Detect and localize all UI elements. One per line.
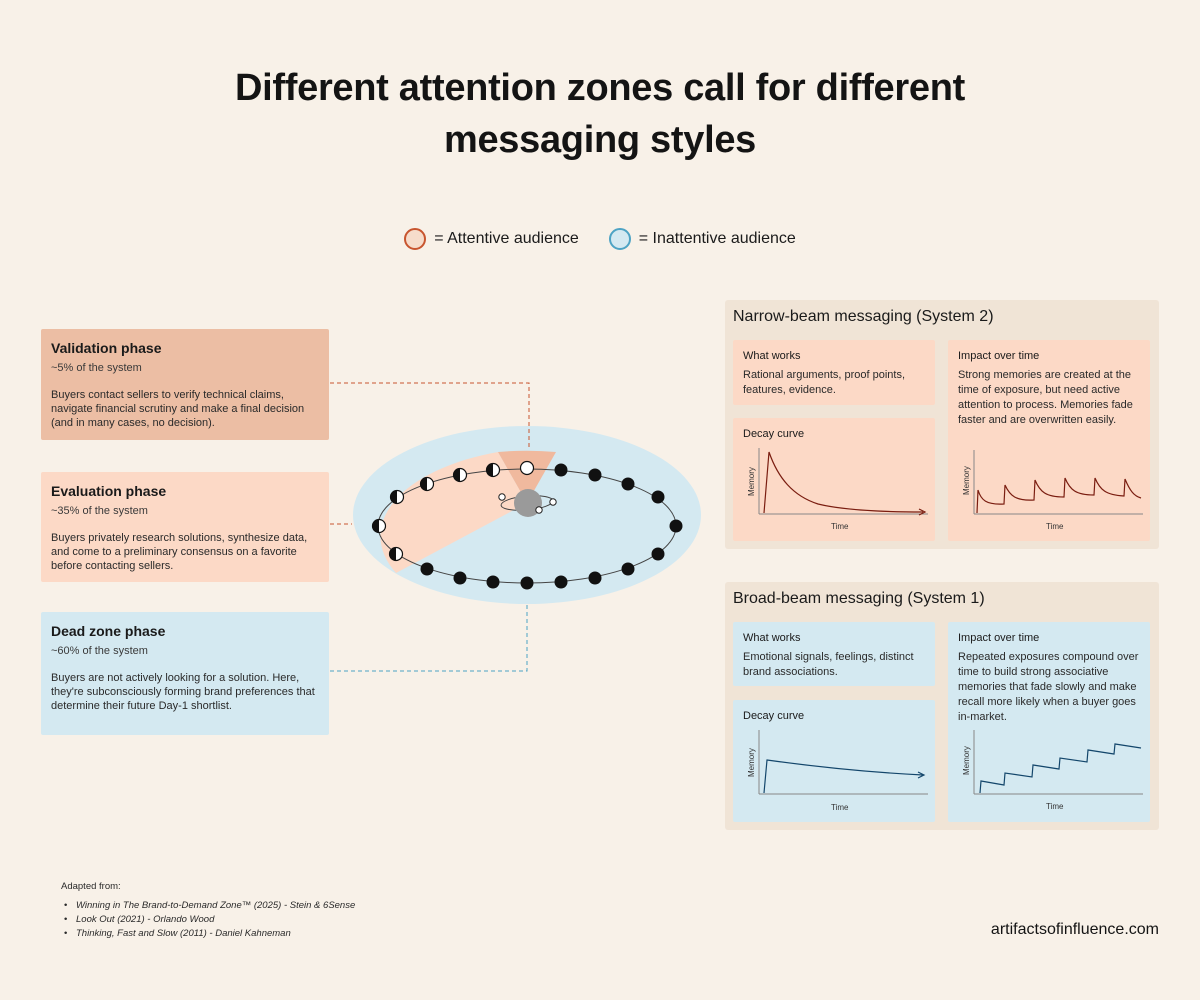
buyer-dead-zone-icon: [588, 468, 602, 482]
what-works-card: What works Rational arguments, proof poi…: [733, 340, 935, 405]
card-text: Strong memories are created at the time …: [958, 369, 1133, 426]
buyer-dead-zone-icon: [554, 575, 568, 589]
sources-footer: Adapted from: Winning in The Brand-to-De…: [61, 880, 355, 941]
card-title: What works: [743, 632, 801, 644]
page-title: Different attention zones call for diffe…: [0, 62, 1200, 166]
decay-curve-chart: [758, 448, 928, 516]
phase-title: Dead zone phase: [51, 623, 166, 639]
card-title: What works: [743, 350, 801, 362]
impact-curve-line: [976, 477, 1142, 514]
panel-title: Narrow-beam messaging (System 2): [733, 308, 994, 325]
arrow-head: [917, 771, 926, 779]
inner-satellite: [498, 493, 506, 501]
decay-curve-line: [763, 451, 924, 514]
buyer-evaluation-icon: [452, 467, 468, 483]
broad-beam-panel: Broad-beam messaging (System 1) What wor…: [725, 582, 1159, 830]
buyer-dead-zone-icon: [420, 562, 434, 576]
inner-satellite: [549, 498, 557, 506]
inner-satellite: [535, 506, 543, 514]
phase-percent: ~5% of the system: [51, 362, 142, 374]
impact-curve-line: [979, 743, 1142, 794]
validation-zone-region: [498, 450, 556, 503]
buyer-dead-zone-icon: [621, 477, 635, 491]
decay-curve-card: Decay curve Memory Time: [733, 418, 935, 541]
axis-y-label: Memory: [962, 746, 971, 775]
narrow-beam-panel: Narrow-beam messaging (System 2) What wo…: [725, 300, 1159, 549]
validation-phase-card: Validation phase ~5% of the system Buyer…: [41, 329, 329, 440]
inattentive-circle-icon: [608, 228, 631, 250]
buyer-evaluation-icon: [485, 462, 501, 478]
buyer-dead-zone-icon: [621, 562, 635, 576]
impact-card: Impact over time Repeated exposures comp…: [948, 622, 1150, 822]
axis-x-label: Time: [1046, 802, 1064, 811]
phase-percent: ~35% of the system: [51, 505, 148, 517]
arrow-head: [918, 508, 927, 516]
sources-list: Winning in The Brand-to-Demand Zone™ (20…: [61, 899, 355, 941]
source-item: Thinking, Fast and Slow (2011) - Daniel …: [61, 927, 355, 941]
phase-description: Buyers contact sellers to verify technic…: [51, 389, 305, 429]
card-text: Rational arguments, proof points, featur…: [743, 369, 906, 396]
card-title: Decay curve: [743, 428, 805, 440]
source-item: Winning in The Brand-to-Demand Zone™ (20…: [61, 899, 355, 913]
buyer-dead-zone-icon: [520, 576, 534, 590]
buyer-dead-zone-icon: [651, 547, 665, 561]
buyer-evaluation-icon: [371, 518, 387, 534]
evaluation-phase-card: Evaluation phase ~35% of the system Buye…: [41, 472, 329, 582]
card-title: Decay curve: [743, 710, 805, 722]
attentive-circle-icon: [404, 228, 427, 250]
legend-inattentive-label: = Inattentive audience: [638, 230, 796, 247]
what-works-card: What works Emotional signals, feelings, …: [733, 622, 935, 686]
decay-curve-card: Decay curve Memory Time: [733, 700, 935, 822]
panel-title: Broad-beam messaging (System 1): [733, 590, 985, 607]
card-title: Impact over time: [958, 632, 1040, 644]
buyer-dead-zone-icon: [669, 519, 683, 533]
buyer-evaluation-icon: [419, 476, 435, 492]
phase-title: Validation phase: [51, 340, 162, 356]
card-title: Impact over time: [958, 350, 1040, 362]
title-line-2: messaging styles: [443, 119, 757, 161]
buyer-dead-zone-icon: [453, 571, 467, 585]
sources-heading: Adapted from:: [61, 881, 121, 892]
decay-curve-line: [763, 759, 924, 794]
impact-curve-chart: [973, 450, 1143, 515]
phase-percent: ~60% of the system: [51, 645, 148, 657]
phase-description: Buyers are not actively looking for a so…: [51, 672, 315, 712]
axis-x-label: Time: [831, 522, 849, 531]
card-text: Emotional signals, feelings, distinct br…: [743, 651, 914, 678]
buyer-dead-zone-icon: [588, 571, 602, 585]
decay-curve-chart: [758, 730, 928, 795]
dead-zone-phase-card: Dead zone phase ~60% of the system Buyer…: [41, 612, 329, 735]
phase-description: Buyers privately research solutions, syn…: [51, 532, 308, 572]
site-url: artifactsofinfluence.com: [990, 921, 1159, 938]
legend-attentive-label: = Attentive audience: [434, 230, 579, 247]
dead-zone-connector: [330, 605, 528, 672]
buyer-validation-icon: [519, 460, 535, 476]
axis-x-label: Time: [831, 803, 849, 812]
axis-y-label: Memory: [747, 467, 756, 496]
legend: = Attentive audience = Inattentive audie…: [0, 228, 1200, 250]
axis-y-label: Memory: [747, 748, 756, 777]
center-core: [514, 489, 542, 517]
phase-title: Evaluation phase: [51, 483, 167, 499]
legend-inattentive: = Inattentive audience: [608, 228, 796, 250]
card-text: Repeated exposures compound over time to…: [958, 651, 1139, 723]
legend-attentive: = Attentive audience: [404, 228, 579, 250]
buyer-dead-zone-icon: [554, 463, 568, 477]
buyer-dead-zone-icon: [486, 575, 500, 589]
evaluation-zone-region: [380, 452, 527, 573]
buyer-evaluation-icon: [389, 489, 405, 505]
source-item: Look Out (2021) - Orlando Wood: [61, 913, 355, 927]
axis-x-label: Time: [1046, 522, 1064, 531]
axis-y-label: Memory: [962, 466, 971, 495]
impact-card: Impact over time Strong memories are cre…: [948, 340, 1150, 541]
validation-connector: [330, 382, 530, 450]
impact-curve-chart: [973, 730, 1143, 795]
title-line-1: Different attention zones call for diffe…: [235, 67, 965, 109]
buyer-dead-zone-icon: [651, 490, 665, 504]
buyer-evaluation-icon: [388, 546, 404, 562]
